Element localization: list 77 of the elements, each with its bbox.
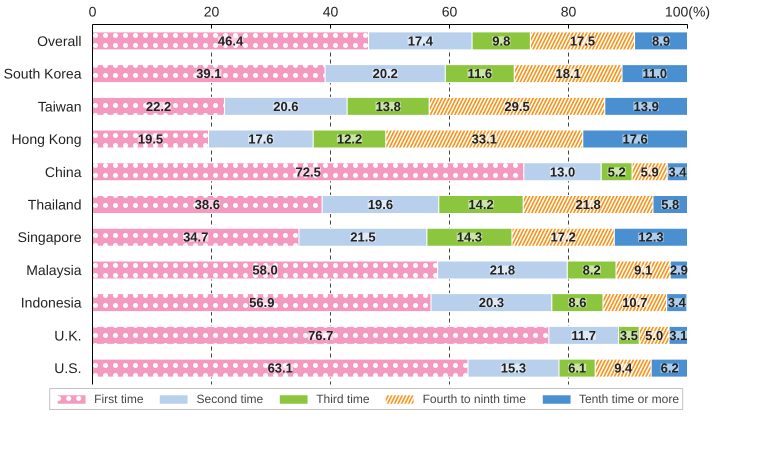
x-tick-label: 40: [322, 4, 338, 20]
legend-label: Tenth time or more: [578, 392, 679, 406]
data-label: 9.4: [614, 360, 634, 376]
x-tick-label: 100(%): [664, 4, 710, 20]
data-label: 8.9: [652, 33, 670, 48]
data-label: 3.4: [668, 295, 687, 310]
y-tick-label: Singapore: [18, 229, 82, 246]
data-label: 39.1: [196, 66, 222, 82]
y-tick-label: U.S.: [54, 360, 82, 376]
y-tick-label: Indonesia: [20, 294, 82, 311]
data-label: 38.6: [194, 197, 220, 212]
x-tick-label: 80: [560, 4, 576, 20]
y-tick-label: U.K.: [54, 327, 82, 344]
data-label: 34.7: [183, 230, 208, 245]
data-label: 20.3: [478, 295, 504, 310]
data-label: 3.1: [669, 328, 688, 343]
data-label: 11.7: [571, 328, 596, 343]
data-label: 6.2: [660, 360, 679, 376]
data-label: 63.1: [268, 360, 293, 376]
data-label: 17.4: [408, 33, 434, 48]
data-label: 29.5: [504, 98, 530, 114]
legend-label: Second time: [196, 392, 264, 406]
y-tick-label: South Korea: [4, 66, 82, 82]
data-label: 17.5: [570, 33, 596, 48]
y-tick-label: Malaysia: [26, 262, 82, 278]
data-label: 15.3: [500, 360, 526, 376]
data-label: 20.6: [273, 98, 299, 114]
data-label: 5.2: [608, 164, 626, 180]
data-label: 6.1: [568, 360, 586, 376]
data-label: 14.3: [456, 230, 482, 245]
data-label: 13.8: [376, 98, 401, 114]
data-label: 2.9: [670, 262, 688, 278]
y-tick-label: Taiwan: [38, 98, 82, 114]
data-label: 8.6: [568, 295, 586, 310]
data-label: 17.6: [622, 132, 648, 147]
data-label: 21.5: [350, 230, 376, 245]
data-label: 21.8: [490, 262, 516, 278]
data-label: 5.0: [645, 328, 664, 343]
data-label: 33.1: [472, 132, 497, 147]
data-label: 3.4: [668, 164, 688, 180]
data-label: 19.5: [138, 132, 164, 147]
data-label: 13.0: [550, 164, 576, 180]
data-label: 17.2: [550, 230, 576, 245]
data-label: 46.4: [218, 33, 244, 48]
legend-label: Third time: [316, 392, 370, 406]
data-label: 17.6: [248, 132, 274, 147]
data-label: 19.6: [368, 197, 394, 212]
x-tick-label: 0: [88, 4, 97, 20]
x-tick-label: 20: [204, 4, 220, 20]
data-label: 9.8: [492, 33, 510, 48]
legend-label: First time: [94, 392, 144, 406]
data-label: 56.9: [249, 295, 274, 310]
data-label: 3.5: [620, 328, 638, 343]
data-label: 10.7: [622, 295, 648, 310]
data-label: 11.6: [468, 66, 492, 82]
y-tick-label: Overall: [37, 32, 82, 49]
data-label: 58.0: [252, 262, 278, 278]
data-label: 13.9: [633, 98, 659, 114]
data-label: 76.7: [308, 328, 334, 343]
data-label: 5.8: [661, 197, 680, 212]
data-label: 22.2: [146, 98, 172, 114]
data-label: 8.2: [582, 262, 601, 278]
data-label: 12.2: [336, 132, 362, 147]
data-label: 5.9: [640, 164, 659, 180]
data-label: 12.3: [638, 230, 664, 245]
legend-label: Fourth to ninth time: [422, 392, 526, 406]
data-label: 21.8: [575, 197, 601, 212]
y-tick-label: Thailand: [28, 196, 82, 212]
data-label: 9.1: [634, 262, 652, 278]
data-label: 18.1: [556, 66, 581, 82]
data-label: 20.2: [372, 66, 398, 82]
data-label: 72.5: [296, 164, 321, 180]
x-tick-label: 60: [442, 4, 458, 20]
y-tick-label: Hong Kong: [11, 131, 82, 148]
y-tick-label: China: [44, 164, 82, 180]
data-label: 14.2: [468, 197, 494, 212]
data-label: 11.0: [642, 66, 668, 82]
